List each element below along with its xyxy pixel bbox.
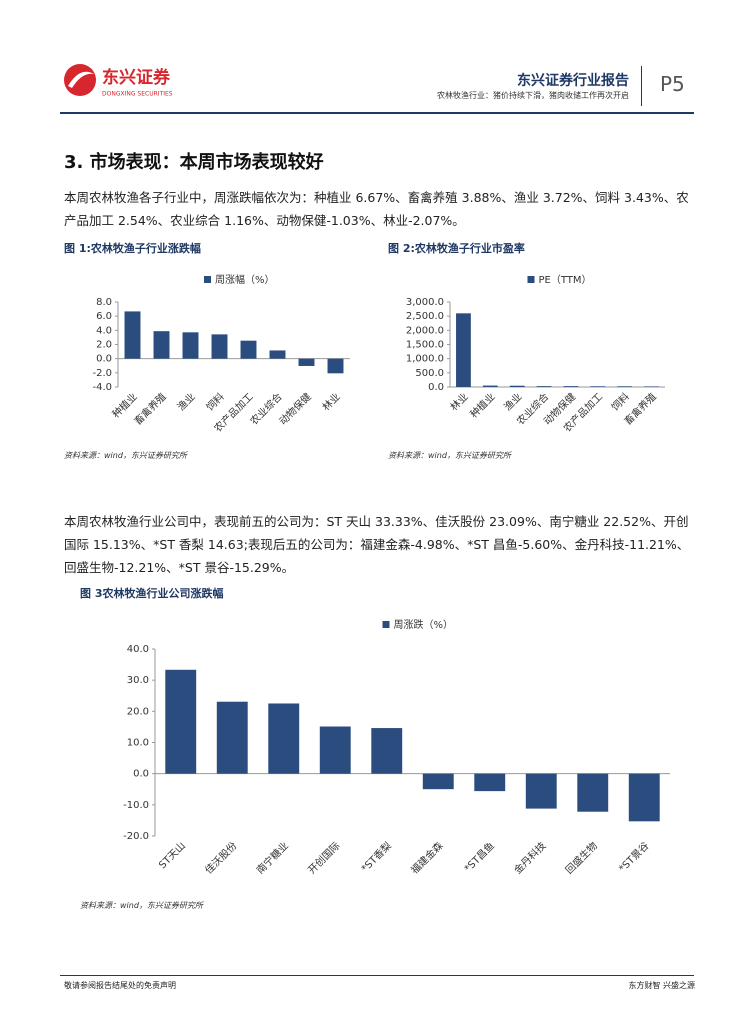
y-tick-label: -20.0 xyxy=(123,831,149,842)
y-tick-label: 1,500.0 xyxy=(406,340,444,351)
x-tick-label: 金丹科技 xyxy=(511,839,548,876)
bar xyxy=(124,311,141,359)
y-tick-label: 2,500.0 xyxy=(406,311,444,322)
y-tick-label: 2.0 xyxy=(96,340,112,351)
bar xyxy=(319,726,351,774)
source: 资料来源：wind，东兴证券研究所 xyxy=(80,901,203,910)
paragraph: 本周农林牧渔行业公司中，表现前五的公司为：ST 天山 33.33%、佳沃股份 2… xyxy=(64,514,690,575)
bar xyxy=(240,340,257,359)
bar xyxy=(644,386,659,387)
y-tick-label: 20.0 xyxy=(127,706,149,717)
y-tick-label: 8.0 xyxy=(96,297,112,308)
source: 资料来源：wind，东兴证券研究所 xyxy=(388,451,511,460)
legend-swatch xyxy=(527,276,535,283)
header-rule xyxy=(60,112,694,114)
page-number: P5 xyxy=(660,72,685,96)
footer-rule xyxy=(60,975,694,976)
y-tick-label: 1,000.0 xyxy=(406,354,444,365)
bar xyxy=(474,773,506,792)
chart: 0.0 500.0 1,000.0 1,500.0 2,000.0 2,500.0 3,00… xyxy=(406,274,665,435)
logo-sub: DONGXING SECURITIES xyxy=(102,91,173,98)
chart: -20.0 -10.0 0.0 10.0 20.0 30.0 40.0 周涨跌（%） ST天山佳… xyxy=(123,618,670,877)
y-tick-label: 4.0 xyxy=(96,325,112,336)
chart-title: 图 1:农林牧渔子行业涨跌幅 xyxy=(64,242,201,255)
chart-title: 图 3农林牧渔行业公司涨跌幅 xyxy=(80,587,224,600)
x-tick-label: 种植业 xyxy=(467,390,497,420)
report-type: 东兴证券行业报告 xyxy=(517,73,629,89)
y-tick-label: -4.0 xyxy=(92,382,112,393)
x-tick-label: 动物保健 xyxy=(276,390,313,427)
bar xyxy=(268,703,300,774)
x-tick-label: *ST景谷 xyxy=(617,840,652,875)
bar xyxy=(482,385,498,387)
x-tick-label: 渔业 xyxy=(502,391,525,414)
legend-label: 周涨幅（%） xyxy=(215,273,275,286)
x-tick-label: *ST香梨 xyxy=(358,839,394,875)
bar xyxy=(371,728,403,774)
x-tick-label: 佳沃股份 xyxy=(202,839,239,876)
x-tick-label: 林业 xyxy=(447,390,470,413)
bar xyxy=(509,385,525,387)
x-tick-label: 渔业 xyxy=(175,391,198,414)
bar xyxy=(216,701,248,774)
x-tick-label: 畜禽养殖 xyxy=(131,390,168,427)
section-title: 3. 市场表现：本周市场表现较好 xyxy=(64,152,324,173)
legend-label: 周涨跌（%） xyxy=(394,618,454,631)
chart-title: 图 2:农林牧渔子行业市盈率 xyxy=(388,242,525,255)
logo: 东兴证券 DONGXING SECURITIES xyxy=(64,64,173,98)
bar xyxy=(563,386,579,387)
bar xyxy=(327,358,344,374)
report-subtitle: 农林牧渔行业：猪价持续下滑，猪肉收储工作再次开启 xyxy=(437,91,629,100)
footer-right: 东方财智 兴盛之源 xyxy=(628,981,695,990)
y-tick-label: 30.0 xyxy=(127,675,149,686)
x-tick-label: 林业 xyxy=(319,390,342,413)
bar xyxy=(269,350,286,359)
legend-swatch xyxy=(382,621,390,628)
y-tick-label: 2,000.0 xyxy=(406,325,444,336)
y-tick-label: 500.0 xyxy=(415,368,444,379)
source: 资料来源：wind，东兴证券研究所 xyxy=(64,451,187,460)
x-tick-label: 开创国际 xyxy=(305,839,342,876)
x-tick-label: 回盛生物 xyxy=(563,839,600,876)
y-tick-label: 40.0 xyxy=(127,644,149,655)
bar xyxy=(577,773,609,812)
x-tick-label: ST天山 xyxy=(157,840,188,871)
y-tick-label: 6.0 xyxy=(96,311,112,322)
divider xyxy=(641,66,642,106)
bar xyxy=(298,358,315,366)
y-tick-label: -2.0 xyxy=(92,368,112,379)
y-tick-label: -10.0 xyxy=(123,800,149,811)
logo-name: 东兴证券 xyxy=(102,67,171,88)
paragraph: 本周农林牧渔各子行业中，周涨跌幅依次为：种植业 6.67%、畜禽养殖 3.88%… xyxy=(64,190,689,228)
bar xyxy=(536,386,552,387)
x-tick-label: *ST昌鱼 xyxy=(461,839,497,875)
y-tick-label: 0.0 xyxy=(133,769,149,780)
bar xyxy=(153,331,170,359)
y-tick-label: 0.0 xyxy=(428,382,444,393)
bar xyxy=(182,332,199,359)
x-tick-label: 饲料 xyxy=(609,390,632,413)
x-tick-label: 饲料 xyxy=(203,390,226,413)
x-tick-label: 福建金森 xyxy=(408,839,445,876)
legend-label: PE（TTM） xyxy=(539,274,592,286)
bar xyxy=(456,313,471,387)
footer-left: 敬请参阅报告结尾处的免责声明 xyxy=(64,981,176,990)
legend-swatch xyxy=(204,276,211,283)
bar xyxy=(525,773,557,809)
y-tick-label: 10.0 xyxy=(127,738,149,749)
bar xyxy=(590,386,606,387)
bar xyxy=(165,669,197,774)
y-tick-label: 3,000.0 xyxy=(406,297,444,308)
bar xyxy=(617,386,633,387)
bar xyxy=(628,773,660,822)
bar xyxy=(422,773,454,790)
x-tick-label: 南宁糖业 xyxy=(254,839,291,876)
y-tick-label: 0.0 xyxy=(96,354,112,365)
bar xyxy=(211,334,228,359)
